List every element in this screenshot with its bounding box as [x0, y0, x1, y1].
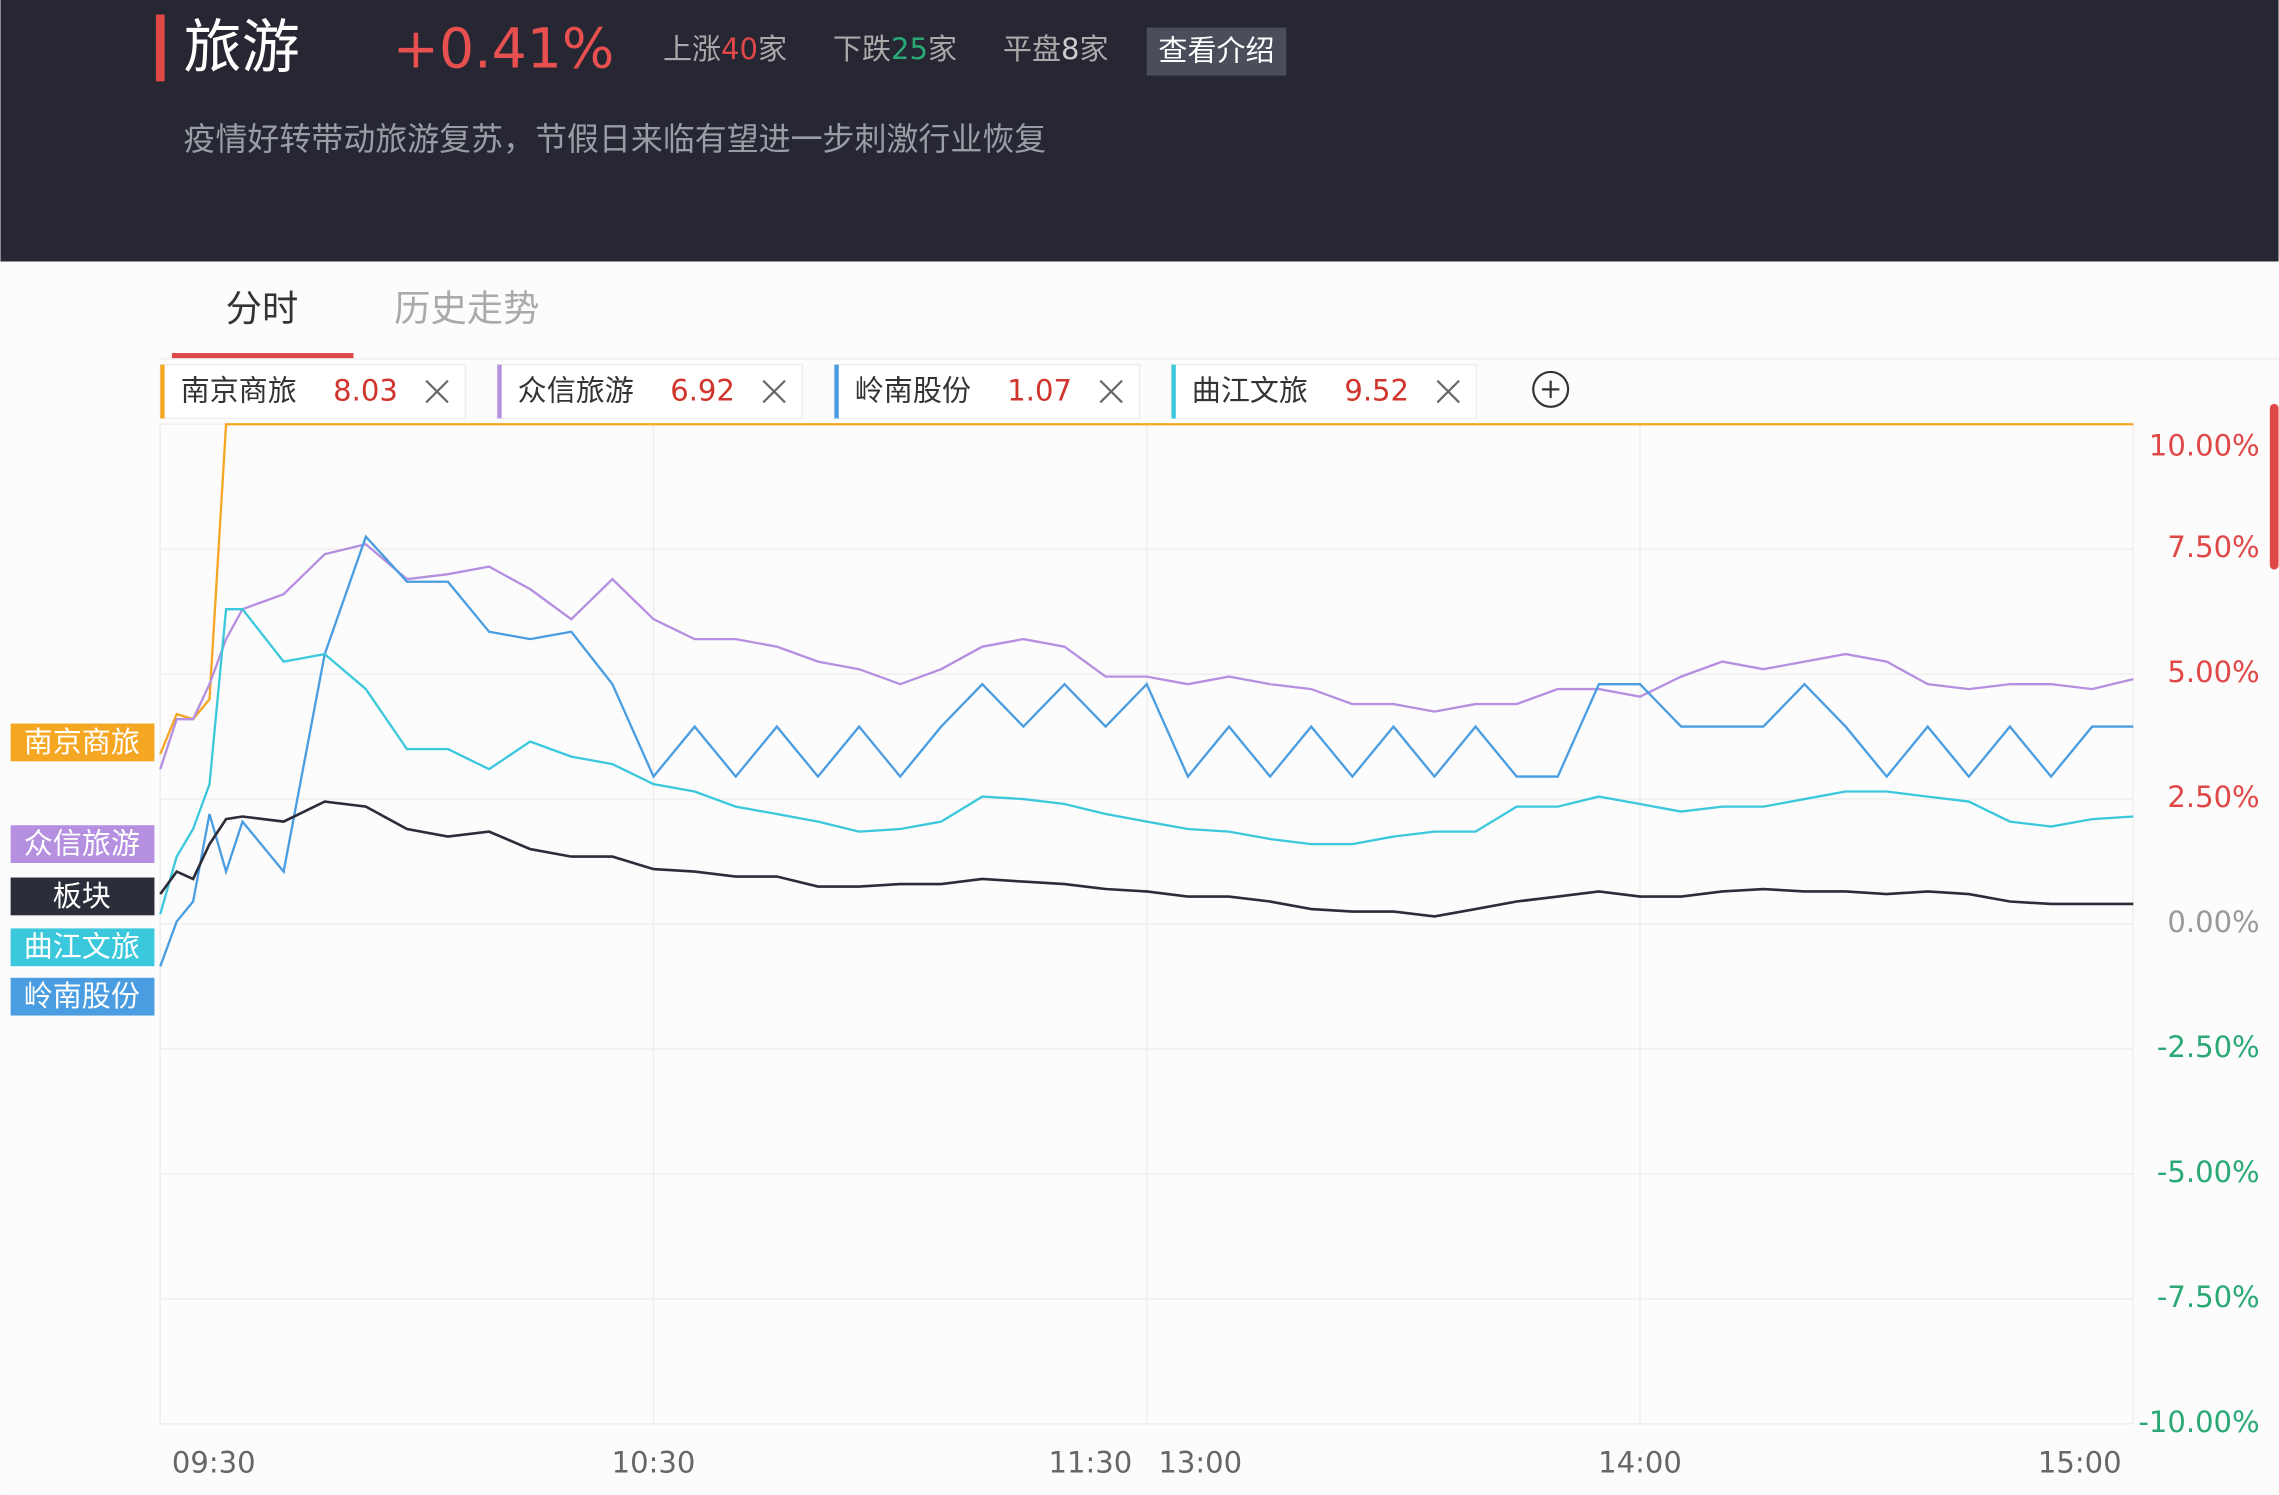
series-line	[159, 800, 2134, 918]
intro-button-label[interactable]: 查看介绍	[1158, 33, 1274, 67]
subtitle: 疫情好转带动旅游复苏，节假日来临有望进一步刺激行业恢复	[184, 120, 1047, 158]
y-tick-label: -2.50%	[2157, 1030, 2260, 1064]
side-tag-label: 南京商旅	[24, 725, 140, 759]
legend-price: 8.03	[333, 373, 398, 407]
title: 旅游	[184, 13, 300, 81]
x-tick-label: 13:00	[1158, 1445, 1242, 1479]
legend-price: 9.52	[1344, 373, 1409, 407]
side-tag	[10, 877, 155, 916]
legend-close[interactable]	[1436, 379, 1460, 404]
x-tick-label: 11:30	[1049, 1445, 1133, 1479]
y-tick-label: 7.50%	[2167, 530, 2259, 564]
add-button[interactable]	[1532, 370, 1570, 408]
legend-chip[interactable]	[159, 363, 467, 420]
legend-price: 6.92	[670, 373, 735, 407]
legend-color	[497, 364, 502, 419]
legend-close[interactable]	[425, 379, 449, 404]
y-tick-label: -10.00%	[2138, 1405, 2259, 1439]
series-line	[159, 608, 2134, 915]
y-tick-label: 2.50%	[2167, 780, 2259, 814]
legend-name: 南京商旅	[181, 373, 297, 407]
legend-price: 1.07	[1007, 373, 1072, 407]
title-accent	[155, 14, 165, 82]
legend-name: 曲江文旅	[1192, 373, 1308, 407]
y-tick-label: 10.00%	[2149, 428, 2260, 462]
legend-name: 岭南股份	[855, 373, 971, 407]
y-tick-label: -5.00%	[2157, 1155, 2260, 1189]
scrollbar	[2269, 403, 2279, 570]
side-tag-label: 曲江文旅	[24, 930, 140, 964]
side-tag	[10, 723, 155, 762]
x-tick-label: 14:00	[1598, 1445, 1682, 1479]
side-tag	[10, 977, 155, 1016]
header-bg	[0, 0, 2279, 262]
legend-close[interactable]	[762, 379, 786, 404]
side-tag-label: 板块	[53, 879, 111, 913]
y-tick-label: 5.00%	[2167, 655, 2259, 689]
legend-color	[834, 364, 839, 419]
tab-active[interactable]: 分时	[226, 287, 299, 330]
x-tick-label: 15:00	[2038, 1445, 2122, 1479]
legend-chip[interactable]	[1170, 363, 1478, 420]
side-tag-label: 众信旅游	[24, 827, 140, 861]
legend-color	[160, 364, 165, 419]
legend-color	[1171, 364, 1176, 419]
tab-indicator	[171, 353, 354, 359]
stat: 平盘8家	[1003, 32, 1109, 66]
series-line	[159, 423, 2134, 755]
tab[interactable]: 历史走势	[394, 287, 539, 330]
series-line	[159, 542, 2134, 770]
legend-name: 众信旅游	[518, 373, 634, 407]
side-tag	[10, 928, 155, 967]
intro-button[interactable]	[1146, 27, 1287, 76]
series-line	[159, 534, 2134, 967]
side-tag	[10, 825, 155, 864]
add-icon	[1541, 380, 1560, 399]
body-bg	[0, 261, 2279, 1495]
x-tick-label: 09:30	[172, 1445, 256, 1479]
y-tick-label: 0.00%	[2167, 905, 2259, 939]
change: +0.41%	[393, 17, 615, 81]
legend-chip[interactable]	[833, 363, 1141, 420]
y-tick-label: -7.50%	[2157, 1280, 2260, 1314]
legend-close[interactable]	[1099, 379, 1123, 404]
x-tick-label: 10:30	[612, 1445, 696, 1479]
side-tag-label: 岭南股份	[24, 979, 140, 1013]
stat: 上涨40家	[663, 32, 787, 66]
stat: 下跌25家	[833, 32, 957, 66]
